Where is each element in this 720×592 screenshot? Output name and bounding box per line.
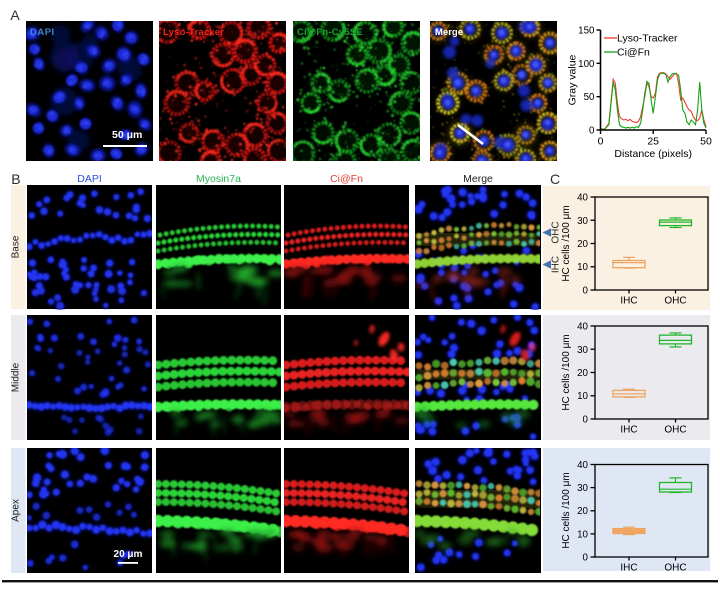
svg-text:20 μm: 20 μm: [114, 549, 143, 560]
svg-text:OHC: OHC: [664, 563, 686, 574]
svg-text:10: 10: [577, 391, 588, 402]
svg-text:50: 50: [700, 136, 712, 148]
svg-text:Middle: Middle: [11, 362, 22, 392]
svg-text:40: 40: [577, 460, 588, 471]
svg-text:Ci@Fn-Cy5SE: Ci@Fn-Cy5SE: [297, 27, 363, 38]
svg-text:50: 50: [584, 92, 595, 103]
svg-text:OHC: OHC: [551, 221, 562, 243]
svg-text:OHC: OHC: [664, 425, 686, 436]
svg-text:HC cells /100 μm: HC cells /100 μm: [561, 472, 572, 548]
svg-text:IHC: IHC: [551, 256, 562, 273]
svg-text:Lyso-Tracker: Lyso-Tracker: [163, 27, 224, 38]
svg-text:30: 30: [577, 345, 588, 356]
svg-text:IHC: IHC: [620, 563, 637, 574]
svg-text:20: 20: [577, 368, 588, 379]
svg-text:20: 20: [577, 239, 588, 250]
svg-text:Merge: Merge: [463, 173, 493, 185]
svg-text:50 μm: 50 μm: [112, 129, 142, 141]
svg-text:Distance (pixels): Distance (pixels): [614, 148, 692, 160]
svg-text:40: 40: [577, 322, 588, 333]
svg-text:DAPI: DAPI: [77, 173, 102, 185]
svg-text:Gray value: Gray value: [567, 54, 579, 105]
svg-text:0: 0: [583, 553, 589, 564]
svg-text:HC cells /100 μm: HC cells /100 μm: [561, 205, 572, 281]
svg-text:40: 40: [577, 193, 588, 204]
svg-text:0: 0: [598, 136, 604, 148]
svg-text:Ci@Fn: Ci@Fn: [617, 47, 650, 59]
svg-text:100: 100: [578, 59, 595, 70]
svg-text:30: 30: [577, 216, 588, 227]
svg-text:10: 10: [577, 262, 588, 273]
svg-text:IHC: IHC: [620, 296, 637, 307]
svg-text:C: C: [550, 171, 560, 187]
svg-text:Base: Base: [11, 235, 22, 258]
svg-text:DAPI: DAPI: [30, 27, 55, 38]
svg-text:Merge: Merge: [435, 27, 463, 38]
svg-text:150: 150: [578, 26, 595, 37]
svg-text:10: 10: [577, 529, 588, 540]
svg-text:30: 30: [577, 483, 588, 494]
svg-text:HC cells /100 μm: HC cells /100 μm: [561, 334, 572, 410]
svg-text:25: 25: [647, 136, 659, 148]
svg-text:Myosin7a: Myosin7a: [196, 173, 241, 185]
svg-text:Ci@Fn: Ci@Fn: [330, 173, 363, 185]
svg-text:A: A: [10, 7, 20, 23]
svg-text:IHC: IHC: [620, 425, 637, 436]
svg-text:0: 0: [589, 126, 595, 137]
svg-text:OHC: OHC: [664, 296, 686, 307]
svg-text:0: 0: [583, 286, 589, 297]
svg-text:20: 20: [577, 506, 588, 517]
svg-text:0: 0: [583, 415, 589, 426]
svg-text:B: B: [11, 171, 20, 187]
svg-text:Apex: Apex: [11, 499, 22, 522]
svg-text:Lyso-Tracker: Lyso-Tracker: [617, 33, 678, 45]
